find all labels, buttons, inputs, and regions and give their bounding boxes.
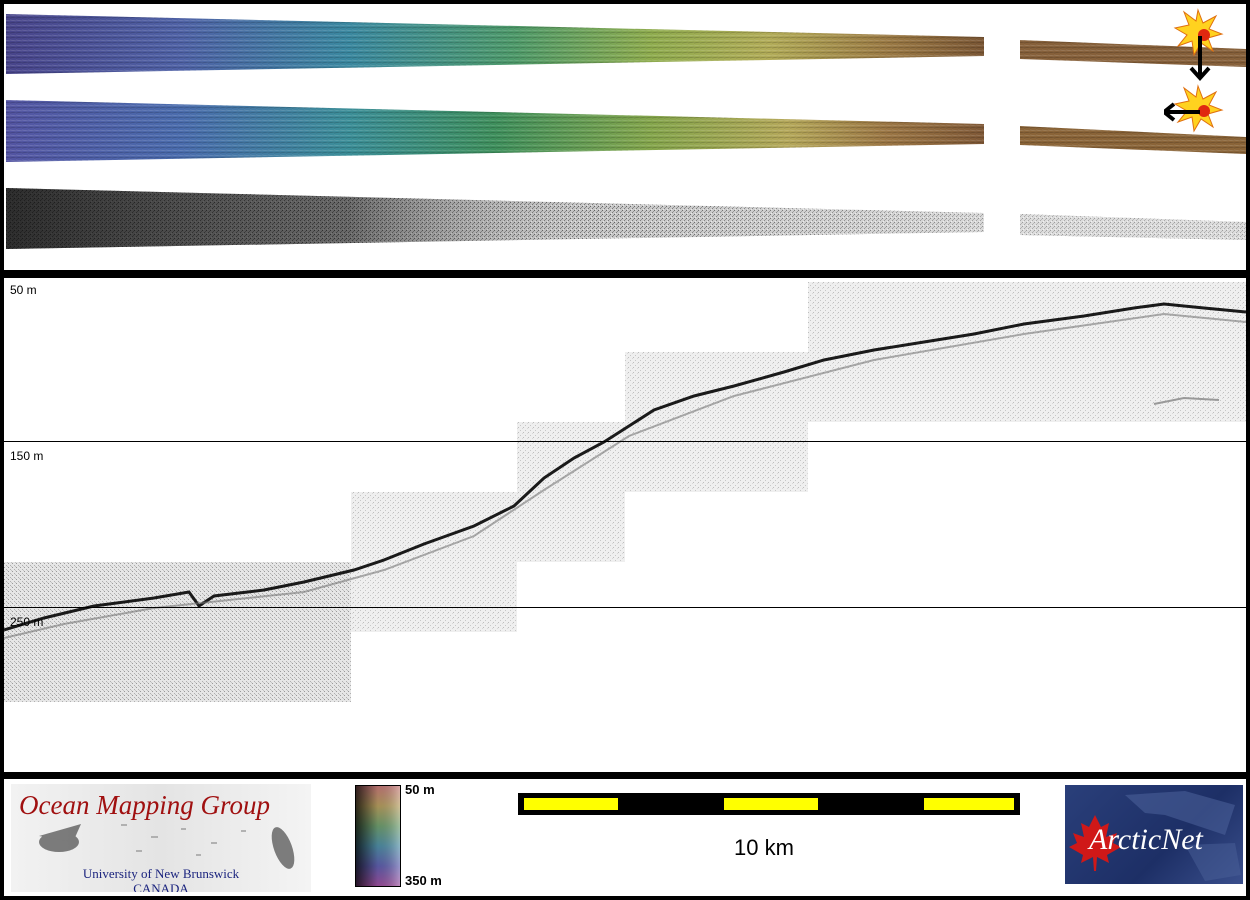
arrow-left-icon (1164, 102, 1200, 122)
omg-university: University of New Brunswick (82, 866, 240, 881)
arcticnet-wordmark: ArcticNet (1089, 823, 1203, 856)
scale-label: 10 km (734, 835, 794, 860)
depth-label-50: 50 m (10, 283, 37, 297)
arcticnet-map-background (1069, 791, 1241, 881)
depth-colorbar (355, 785, 401, 887)
arrow-down-icon (1189, 36, 1211, 81)
maple-leaf-icon (1069, 815, 1121, 871)
swath-strips-panel (4, 4, 1246, 270)
depth-line-150 (4, 441, 1246, 442)
bathymetry-strip-2 (6, 100, 1246, 162)
depth-label-250: 250 m (10, 615, 44, 629)
colorbar-top-label: 50 m (405, 782, 435, 797)
bathymetry-strip-1 (6, 14, 1246, 74)
illumination-icons (1164, 8, 1224, 133)
colorbar-bottom-label: 350 m (405, 873, 442, 888)
sun-icon (1173, 84, 1224, 133)
scale-bar (518, 793, 1020, 815)
profile-data-windows (4, 282, 1246, 702)
scale-bar-segment (524, 798, 618, 810)
sonar-image-background (39, 824, 295, 869)
legend-panel: Ocean Mapping Group University of New Br… (4, 779, 1246, 896)
seismic-profile-panel: 50 m 150 m 250 m (4, 278, 1246, 772)
ocean-mapping-group-logo: Ocean Mapping Group University of New Br… (11, 784, 311, 892)
scale-bar-segment (924, 798, 1014, 810)
sidescan-strip (6, 188, 1246, 249)
swath-strips-svg (6, 14, 1246, 249)
profile-svg (4, 282, 1246, 702)
depth-line-250 (4, 607, 1246, 608)
seafloor-reflector (4, 302, 1246, 632)
depth-label-150: 150 m (10, 449, 44, 463)
scale-bar-segment (724, 798, 818, 810)
omg-country: CANADA (133, 881, 189, 892)
arcticnet-logo: ArcticNet (1065, 785, 1243, 884)
omg-title: Ocean Mapping Group (19, 790, 270, 820)
